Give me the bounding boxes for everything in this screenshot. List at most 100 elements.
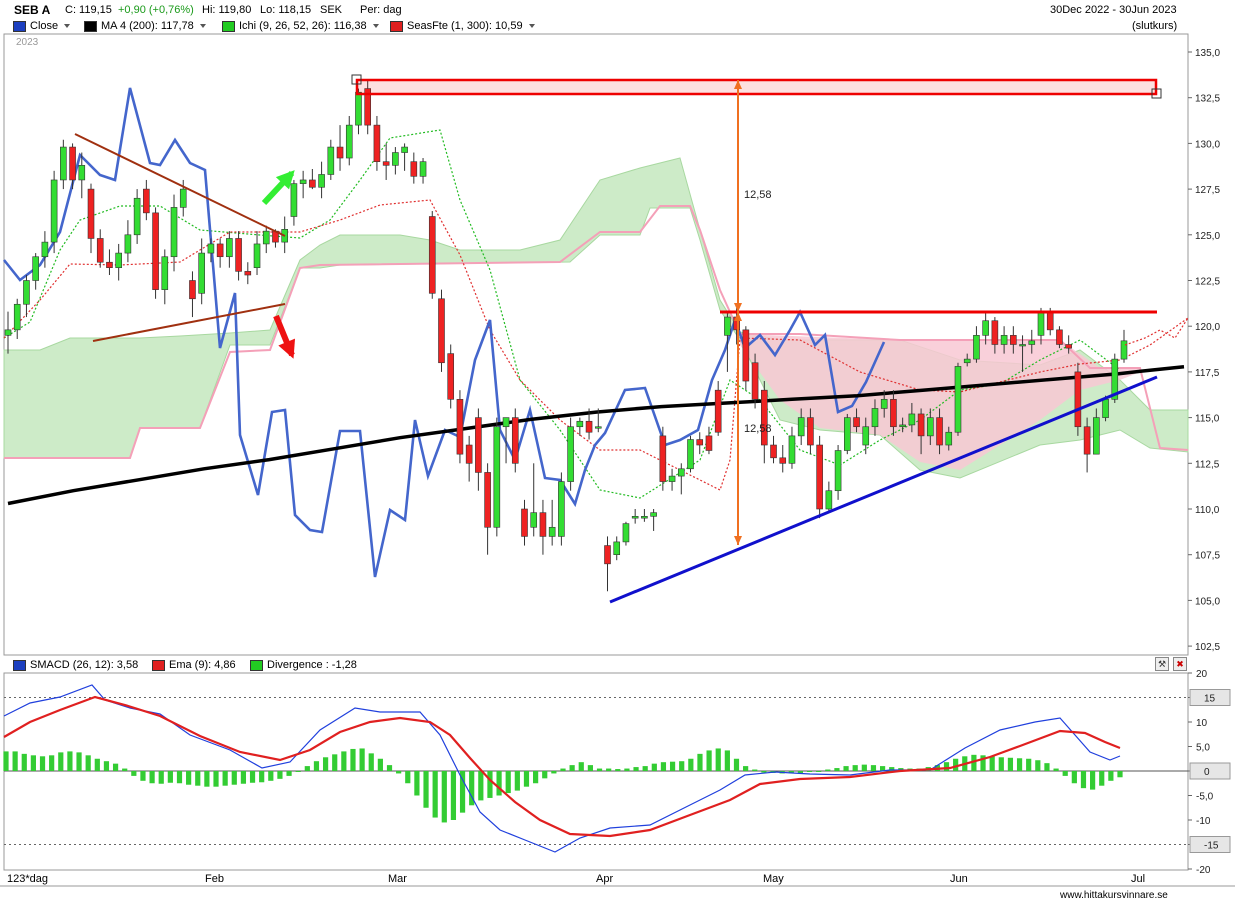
divergence-bar: [1035, 760, 1041, 771]
chevron-down-icon[interactable]: [372, 24, 379, 28]
divergence-bar: [49, 755, 55, 771]
divergence-bar: [12, 751, 18, 771]
candle-body: [253, 243, 261, 269]
macd-tick-label: 0: [1204, 767, 1210, 778]
divergence-bar: [879, 766, 886, 771]
divergence-bar: [295, 771, 301, 772]
candle-body: [161, 256, 169, 290]
divergence-bar: [971, 754, 977, 771]
divergence-bar: [249, 771, 256, 783]
divergence-bar: [761, 771, 767, 773]
price-tick-label: 125,0: [1195, 231, 1220, 242]
legend-ema[interactable]: Ema (9): 4,86: [152, 659, 236, 671]
legend-seas-label: SeasFte (1, 300): 10,59: [407, 20, 523, 32]
divergence-bar: [1117, 771, 1123, 778]
divergence-bar: [724, 750, 730, 771]
candle-body: [170, 207, 178, 258]
legend-ichi[interactable]: Ichi (9, 26, 52, 26): 116,38: [222, 20, 379, 32]
candle-body: [807, 417, 814, 446]
chevron-down-icon[interactable]: [199, 24, 206, 28]
low-value: Lo: 118,15: [260, 4, 312, 16]
divergence-bar: [1053, 768, 1059, 771]
candle-body: [871, 408, 879, 428]
divergence-bar: [304, 766, 310, 771]
price-tick-label: 102,5: [1195, 642, 1220, 653]
divergence-bar: [834, 768, 840, 771]
measure-arrowhead: [734, 312, 742, 321]
divergence-bar: [405, 771, 411, 784]
candle-body: [1019, 344, 1026, 347]
divergence-bar: [596, 768, 603, 771]
candle-body: [521, 508, 528, 537]
divergence-bar: [213, 771, 219, 787]
divergence-bar: [989, 756, 995, 771]
divergence-bar: [423, 771, 429, 808]
divergence-bar: [660, 762, 667, 771]
divergence-bar: [496, 771, 502, 796]
candle-body: [1120, 340, 1128, 360]
divergence-bar: [58, 752, 64, 771]
divergence-bar: [322, 757, 329, 771]
divergence-bar: [450, 771, 457, 820]
change-value: +0,90 (+0,76%): [118, 4, 194, 16]
down-arrow-icon: [278, 338, 296, 359]
divergence-bar: [240, 771, 247, 784]
price-tick-label: 105,0: [1195, 596, 1220, 607]
divergence-bar: [131, 771, 137, 776]
measure-label-lower: 12,58: [744, 423, 772, 435]
divergence-bar: [432, 771, 438, 818]
divergence-bar: [76, 752, 82, 771]
ichimoku-cloud-pink: [740, 334, 1140, 470]
divergence-bar: [1099, 771, 1105, 786]
divergence-bar: [852, 765, 858, 771]
divergence-bar: [560, 768, 566, 771]
candle-body: [631, 516, 639, 519]
chart-header: SEB A C: 119,15 +0,90 (+0,76%) Hi: 119,8…: [0, 0, 1235, 18]
candle-body: [558, 481, 565, 537]
candle-body: [152, 212, 159, 290]
legend-close[interactable]: Close: [13, 20, 71, 32]
divergence-bar: [1090, 771, 1096, 790]
trendline-lower-brown: [92, 303, 286, 342]
candle-body: [1065, 344, 1072, 349]
candle-body: [714, 389, 722, 433]
divergence-bar: [870, 765, 877, 771]
divergence-bar: [396, 771, 402, 774]
legend-ma[interactable]: MA 4 (200): 117,78: [84, 20, 206, 32]
divergence-bar: [706, 750, 712, 771]
wrench-icon[interactable]: ⚒: [1155, 657, 1169, 671]
resistance-zone-box: [355, 78, 1158, 96]
candle-body: [493, 426, 501, 528]
price-tick-label: 115,0: [1195, 414, 1220, 425]
candle-body: [216, 243, 224, 258]
candle-body: [696, 439, 704, 446]
chevron-down-icon[interactable]: [528, 24, 535, 28]
year-label: 2023: [16, 37, 39, 48]
candle-body: [880, 399, 888, 409]
legend-divergence[interactable]: Divergence : -1,28: [250, 659, 357, 671]
resize-handle: [351, 74, 362, 85]
divergence-bar: [85, 755, 91, 771]
legend-seas-swatch: [390, 20, 403, 32]
price-tick-label: 107,5: [1195, 551, 1220, 562]
candle-body: [548, 526, 556, 537]
candle-body: [1037, 311, 1045, 336]
candle-body: [816, 444, 823, 510]
legend-smacd[interactable]: SMACD (26, 12): 3,58: [13, 659, 138, 671]
macd-tick-label: 15: [1204, 694, 1216, 705]
divergence-bar: [350, 748, 356, 771]
candle-body: [668, 475, 676, 482]
candle-body: [124, 234, 132, 254]
divergence-bar: [332, 754, 338, 771]
legend-ma-swatch: [84, 20, 97, 32]
candle-body: [438, 298, 445, 364]
divergence-bar: [39, 756, 46, 771]
legend-seas[interactable]: SeasFte (1, 300): 10,59: [390, 20, 535, 32]
candle-body: [650, 512, 657, 517]
chevron-down-icon[interactable]: [64, 24, 71, 28]
close-icon[interactable]: ✖: [1173, 657, 1187, 671]
candle-body: [779, 457, 787, 464]
divergence-bar: [752, 769, 758, 771]
divergence-bar: [633, 767, 639, 771]
candle-body: [235, 238, 242, 272]
